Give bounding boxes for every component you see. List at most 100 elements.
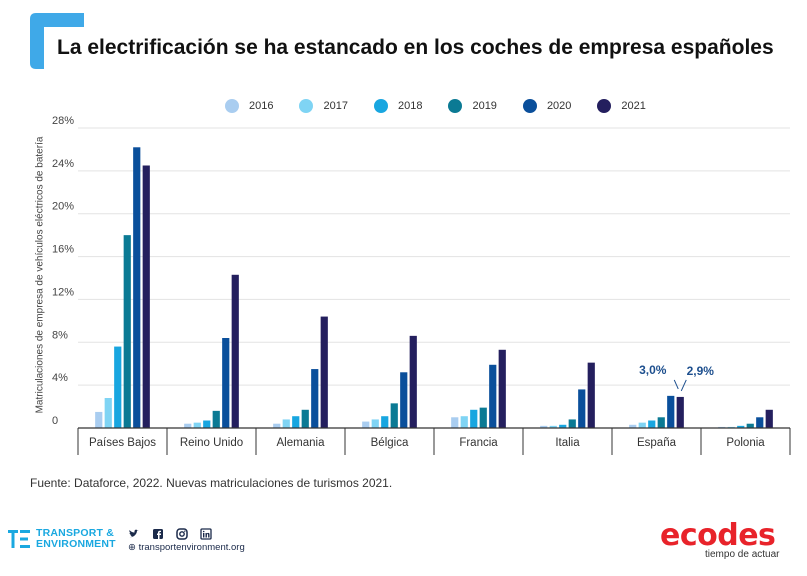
bar: [114, 346, 122, 428]
bar: [587, 362, 595, 428]
bar: [657, 417, 665, 428]
bar: [765, 409, 773, 428]
x-tick-label: Polonia: [726, 437, 765, 449]
bar: [311, 369, 319, 428]
ecodes-tagline: tiempo de actuar: [705, 549, 780, 560]
bar: [301, 409, 309, 428]
bar: [273, 423, 281, 428]
legend-label: 2018: [397, 100, 423, 112]
linkedin-icon[interactable]: [200, 528, 212, 540]
bar: [489, 364, 497, 428]
legend-item-2017: 2017: [299, 99, 348, 113]
social-links: [128, 528, 212, 540]
legend-swatch: [522, 99, 537, 113]
bar: [193, 422, 201, 428]
legend-label: 2020: [546, 100, 572, 112]
y-tick-label: 8%: [52, 329, 68, 341]
legend-swatch: [299, 99, 314, 113]
te-logo-icon: [8, 530, 30, 548]
y-tick-label: 24%: [52, 158, 74, 170]
bar: [737, 425, 745, 428]
te-logo-line1: TRANSPORT &: [36, 527, 115, 539]
bar: [123, 235, 131, 428]
legend-swatch: [448, 99, 463, 113]
twitter-icon[interactable]: [128, 528, 140, 540]
legend-label: 2017: [323, 100, 348, 112]
y-tick-label: 0: [52, 415, 58, 427]
facebook-icon[interactable]: [152, 528, 164, 540]
legend-swatch: [597, 99, 612, 113]
bar: [371, 419, 379, 428]
bar: [231, 274, 239, 428]
bar: [451, 417, 459, 428]
x-tick-label: Alemania: [277, 437, 326, 449]
bar: [578, 389, 586, 428]
data-label: 3,0%: [639, 363, 667, 377]
x-tick-label: Bélgica: [371, 437, 409, 449]
website-link[interactable]: ⊕ transportenvironment.org: [128, 542, 245, 553]
bar: [282, 419, 290, 428]
bar: [222, 338, 230, 428]
instagram-icon[interactable]: [176, 528, 188, 540]
y-tick-label: 4%: [52, 372, 68, 384]
bar: [559, 424, 567, 428]
bar: [667, 395, 675, 428]
bar: [320, 316, 328, 428]
bar: [212, 410, 220, 428]
bar: [409, 335, 417, 428]
y-tick-label: 12%: [52, 286, 74, 298]
title-corner-mark: [30, 13, 84, 69]
bar: [381, 416, 389, 428]
bar: [184, 423, 192, 428]
legend-item-2018: 2018: [373, 99, 423, 113]
x-tick-label: Reino Unido: [180, 437, 243, 449]
bar: [540, 425, 548, 428]
y-tick-label: 16%: [52, 244, 74, 256]
bar: [362, 421, 370, 428]
ecodes-logo[interactable]: ecodes: [660, 518, 776, 553]
bar: [746, 423, 754, 428]
te-logo-line2: ENVIRONMENT: [36, 538, 116, 550]
bar: [756, 417, 764, 428]
bar: [460, 416, 468, 428]
x-tick-label: Países Bajos: [89, 437, 156, 449]
bar: [95, 411, 103, 428]
legend-item-2020: 2020: [522, 99, 572, 113]
bar-chart: 0 4% 8% 12% 16% 20% 24% 28% Países Bajos Reino Un…: [52, 115, 791, 455]
legend-label: 2016: [249, 100, 274, 112]
bar: [203, 420, 211, 428]
data-label: 2,9%: [687, 364, 715, 378]
bar: [549, 425, 557, 428]
legend-item-2019: 2019: [448, 99, 497, 113]
transport-environment-logo[interactable]: TRANSPORT & ENVIRONMENT: [8, 528, 116, 550]
bar: [292, 416, 300, 428]
y-tick-label: 28%: [52, 115, 74, 127]
bar: [676, 396, 684, 428]
chart-legend: 2016 2017 2018 2019 2020 2021: [225, 99, 672, 113]
bar: [133, 147, 141, 429]
legend-label: 2019: [472, 100, 497, 112]
bar: [470, 409, 478, 428]
annotation-leader: [680, 379, 687, 392]
bar: [142, 165, 150, 428]
x-tick-label: Francia: [459, 437, 498, 449]
bar: [498, 349, 506, 428]
legend-item-2016: 2016: [225, 99, 273, 113]
chart-title: La electrificación se ha estancado en lo…: [57, 36, 774, 59]
x-tick-label: Italia: [555, 437, 580, 449]
legend-label: 2021: [621, 100, 646, 112]
legend-item-2021: 2021: [597, 99, 646, 113]
legend-swatch: [373, 99, 388, 113]
bar: [638, 422, 646, 428]
bar: [104, 398, 112, 428]
legend-swatch: [225, 99, 239, 113]
bar: [629, 424, 637, 428]
annotation-leader: [673, 379, 679, 390]
bar: [648, 420, 656, 428]
bar: [568, 419, 576, 428]
bar: [479, 407, 487, 428]
y-tick-label: 20%: [52, 201, 74, 213]
x-tick-label: España: [637, 437, 677, 449]
bar: [390, 403, 398, 428]
source-note: Fuente: Dataforce, 2022. Nuevas matricul…: [30, 476, 393, 490]
